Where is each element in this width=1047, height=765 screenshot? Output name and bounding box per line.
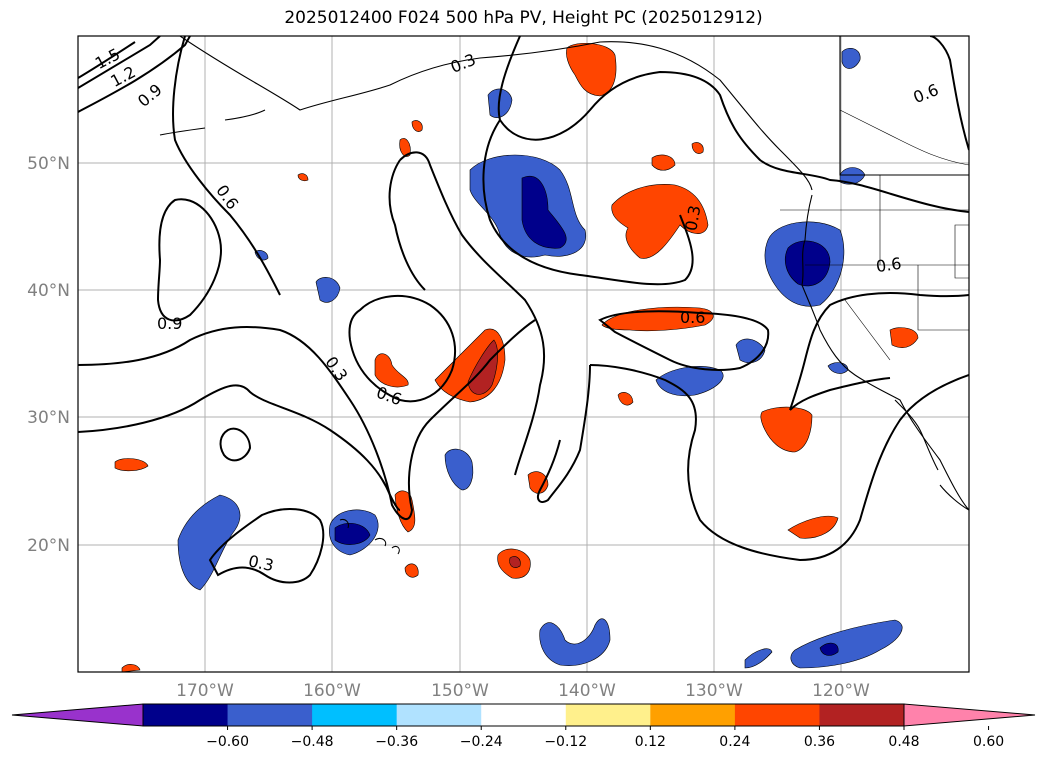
colorbar-tick-label: −0.36 bbox=[375, 734, 418, 750]
lon-label: 160°W bbox=[303, 681, 361, 701]
colorbar-swatch bbox=[481, 704, 567, 726]
contour-label: 0.3 bbox=[681, 204, 704, 232]
pv-blob bbox=[334, 522, 371, 545]
negative-pv-anomalies bbox=[177, 47, 903, 669]
lat-label: 20°N bbox=[27, 536, 70, 556]
map-frame bbox=[77, 35, 970, 673]
pv-blob bbox=[114, 458, 149, 472]
colorbar-tick-label: −0.24 bbox=[460, 734, 503, 750]
colorbar-swatch bbox=[819, 704, 905, 726]
colorbar-swatch bbox=[734, 704, 820, 726]
pv-blob bbox=[444, 448, 474, 491]
pv-blob bbox=[617, 392, 634, 406]
colorbar-swatch bbox=[396, 704, 482, 726]
pv-blob bbox=[411, 120, 423, 132]
positive-pv-anomalies bbox=[114, 42, 919, 672]
contour-label: 0.3 bbox=[247, 551, 276, 575]
pv-blob bbox=[785, 240, 831, 287]
pv-blob bbox=[889, 327, 919, 348]
contour-label: 0.6 bbox=[875, 254, 903, 276]
colorbar-tick-label: −0.12 bbox=[544, 734, 587, 750]
pv-blob bbox=[760, 406, 813, 453]
lon-label: 150°W bbox=[431, 681, 489, 701]
colorbar-swatch bbox=[650, 704, 736, 726]
pv-blob bbox=[487, 88, 513, 119]
colorbar-tick-label: 0.12 bbox=[635, 734, 666, 750]
longitude-labels: 170°W 160°W 150°W 140°W 130°W 120°W bbox=[176, 681, 870, 701]
colorbar-swatch bbox=[143, 704, 229, 726]
pv-blob bbox=[399, 138, 411, 157]
colorbar-outline bbox=[142, 703, 905, 727]
lat-label: 30°N bbox=[27, 408, 70, 428]
pv-blob bbox=[527, 471, 549, 494]
colorbar-tick-label: −0.48 bbox=[291, 734, 334, 750]
colorbar-tick-label: −0.60 bbox=[206, 734, 249, 750]
pv-blob bbox=[841, 47, 861, 69]
pv-blob bbox=[655, 366, 724, 397]
pv-blob bbox=[521, 175, 567, 249]
colorbar-extend-low bbox=[11, 703, 144, 727]
colorbar-extend-high bbox=[903, 703, 1036, 727]
colorbar-tick-label: 0.48 bbox=[888, 734, 919, 750]
colorbar-tick-label: 0.24 bbox=[719, 734, 750, 750]
colorbar-swatch bbox=[565, 704, 651, 726]
lat-label: 50°N bbox=[27, 154, 70, 174]
pv-blob bbox=[566, 42, 617, 97]
colorbar-tick-label: 0.60 bbox=[973, 734, 1004, 750]
pv-blob bbox=[651, 154, 676, 171]
pv-blob bbox=[509, 556, 521, 568]
pv-blob bbox=[611, 184, 709, 259]
lat-label: 40°N bbox=[27, 281, 70, 301]
lon-label: 130°W bbox=[685, 681, 743, 701]
latitude-labels: 50°N 40°N 30°N 20°N bbox=[27, 154, 70, 556]
pv-blob bbox=[404, 563, 419, 578]
contour-label: 0.6 bbox=[680, 308, 705, 327]
lon-label: 120°W bbox=[812, 681, 870, 701]
colorbar-swatch bbox=[312, 704, 398, 726]
colorbar-swatch bbox=[227, 704, 313, 726]
pv-blob bbox=[254, 250, 269, 261]
pv-blob bbox=[177, 494, 241, 591]
pv-blob bbox=[691, 142, 704, 154]
lon-label: 140°W bbox=[558, 681, 616, 701]
pv-blob bbox=[819, 642, 839, 656]
chart-title: 2025012400 F024 500 hPa PV, Height PC (2… bbox=[284, 8, 763, 28]
pv-blob bbox=[744, 648, 773, 669]
pv-blob bbox=[374, 353, 409, 388]
pv-blob bbox=[790, 619, 903, 669]
contour-label: 0.9 bbox=[157, 314, 182, 333]
coastlines bbox=[159, 36, 969, 555]
lon-label: 170°W bbox=[176, 681, 234, 701]
pv-blob bbox=[315, 277, 341, 303]
colorbar: −0.60 −0.48 −0.36 −0.24 −0.12 0.12 0.24 0.36 0.4… bbox=[11, 703, 1036, 750]
pv-blob bbox=[787, 515, 839, 539]
height-contours bbox=[78, 36, 969, 584]
pv-blob bbox=[297, 173, 309, 182]
pv-blob bbox=[539, 618, 611, 666]
pv-blob bbox=[121, 664, 141, 672]
colorbar-tick-label: 0.36 bbox=[804, 734, 835, 750]
